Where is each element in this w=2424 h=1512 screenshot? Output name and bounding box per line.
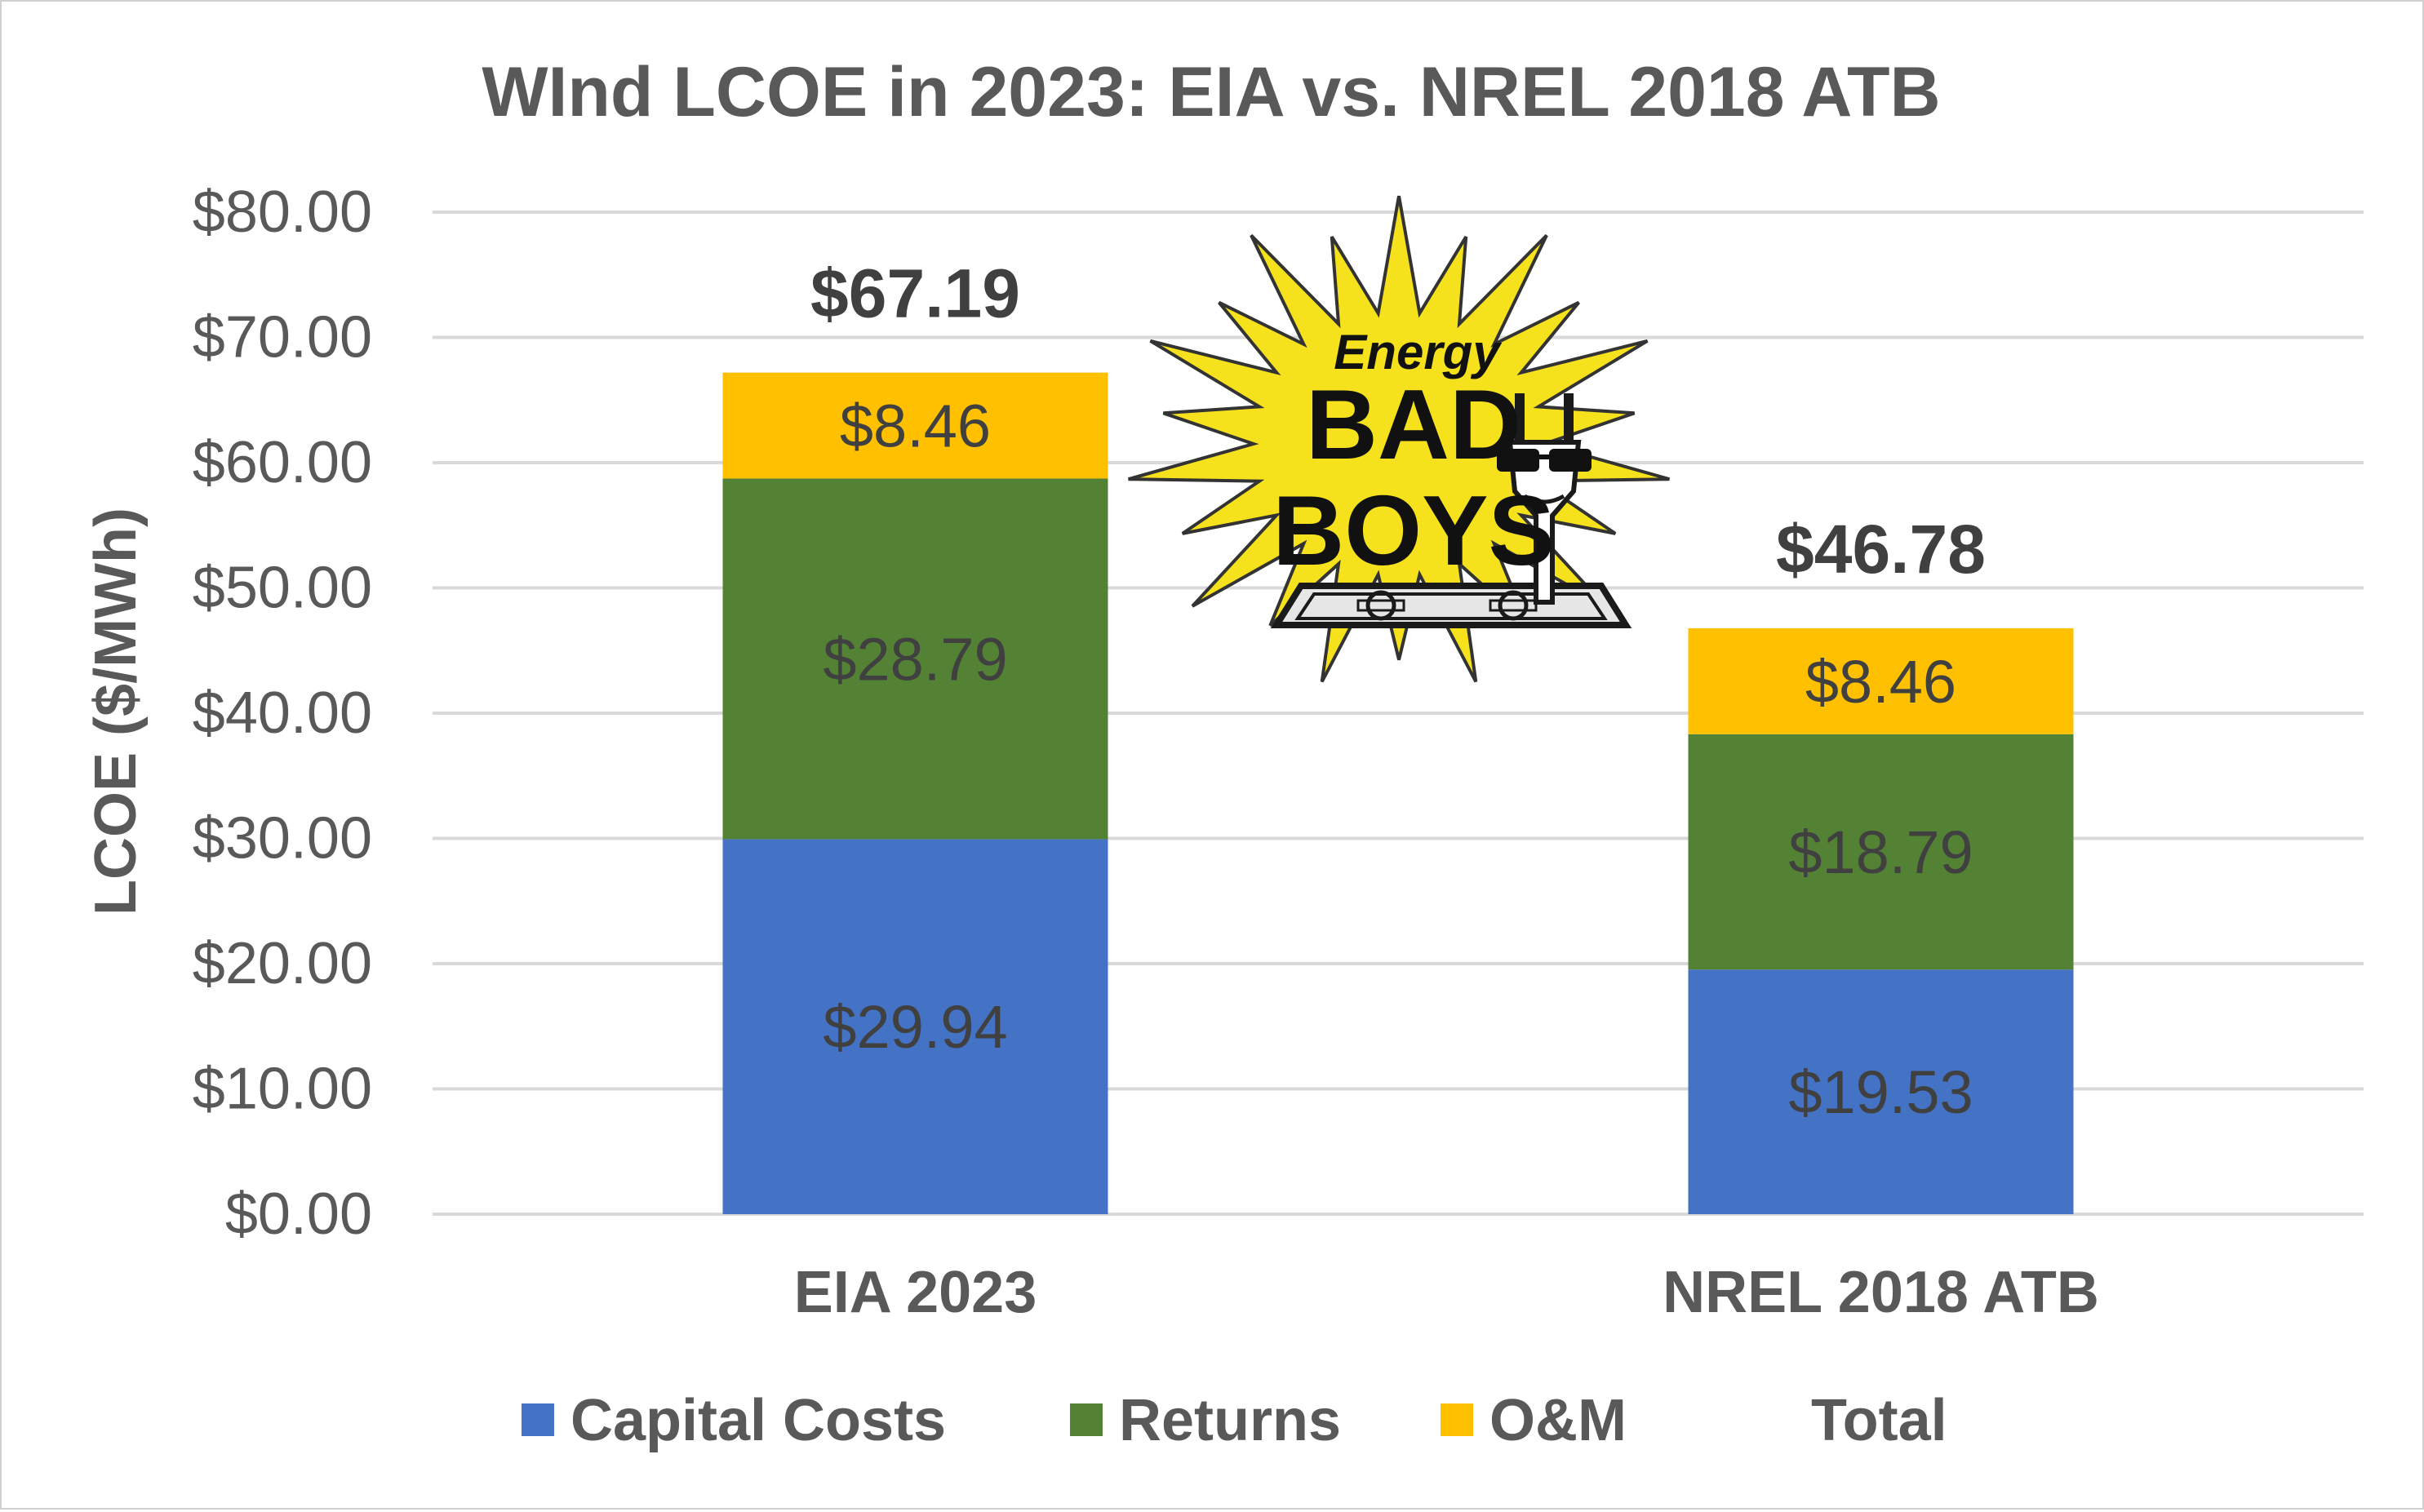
logo-text-energy: Energy [1334, 325, 1502, 379]
data-label: $19.53 [1788, 1058, 1973, 1126]
logo-text-bad: BAD [1306, 369, 1521, 480]
y-tick-labels: $0.00 $10.00 $20.00 $30.00 $40.00 $50.00 $60.0… [193, 180, 372, 1247]
logo-text-boys: BOYS [1272, 475, 1555, 586]
y-tick-label: $50.00 [193, 556, 372, 621]
data-label: $18.79 [1788, 818, 1973, 886]
x-tick-labels: EIA 2023 NREL 2018 ATB [794, 1260, 2099, 1325]
logo-plug-plate [1270, 583, 1632, 628]
y-tick-label: $30.00 [193, 806, 372, 871]
legend-swatch [522, 1403, 554, 1436]
bar-segment [1688, 969, 2074, 1214]
legend: Capital Costs Returns O&M Total [522, 1388, 1947, 1453]
y-tick-label: $20.00 [193, 931, 372, 996]
data-label: $8.46 [1805, 648, 1956, 716]
bar-segment [722, 839, 1108, 1214]
data-label: $29.94 [823, 993, 1007, 1061]
bar-segment [1688, 627, 2074, 734]
x-tick-label: EIA 2023 [794, 1260, 1037, 1325]
legend-label: Returns [1119, 1388, 1341, 1453]
bar-segment [1688, 734, 2074, 970]
legend-swatch [1441, 1403, 1473, 1436]
y-tick-label: $60.00 [193, 430, 372, 495]
y-tick-label: $10.00 [193, 1057, 372, 1122]
bars: $29.94 $28.79 $8.46 $67.19 $19.53 $18.79 $8.46… [722, 255, 2074, 1214]
y-axis-label: LCOE ($/MWh) [83, 508, 149, 916]
bar-segment [722, 478, 1108, 840]
energy-bad-boys-logo: Energy BAD BOYS [1128, 195, 1670, 683]
legend-label: Capital Costs [570, 1388, 946, 1453]
y-tick-label: $80.00 [193, 180, 372, 245]
data-label: $8.46 [840, 392, 991, 460]
legend-swatch [1070, 1403, 1103, 1436]
chart-title: WInd LCOE in 2023: EIA vs. NREL 2018 ATB [482, 53, 1940, 131]
y-tick-label: $0.00 [225, 1182, 372, 1247]
logo-text: Energy BAD BOYS [1272, 325, 1555, 586]
x-tick-label: NREL 2018 ATB [1663, 1260, 2099, 1325]
logo-plug-character [1497, 393, 1592, 605]
bar-segment [722, 372, 1108, 479]
y-tick-label: $40.00 [193, 681, 372, 746]
total-label: $46.78 [1776, 511, 1986, 588]
legend-label: O&M [1489, 1388, 1627, 1453]
y-tick-label: $70.00 [193, 305, 372, 370]
data-label: $28.79 [823, 625, 1007, 693]
total-label: $67.19 [810, 255, 1020, 332]
legend-label: Total [1811, 1388, 1947, 1453]
